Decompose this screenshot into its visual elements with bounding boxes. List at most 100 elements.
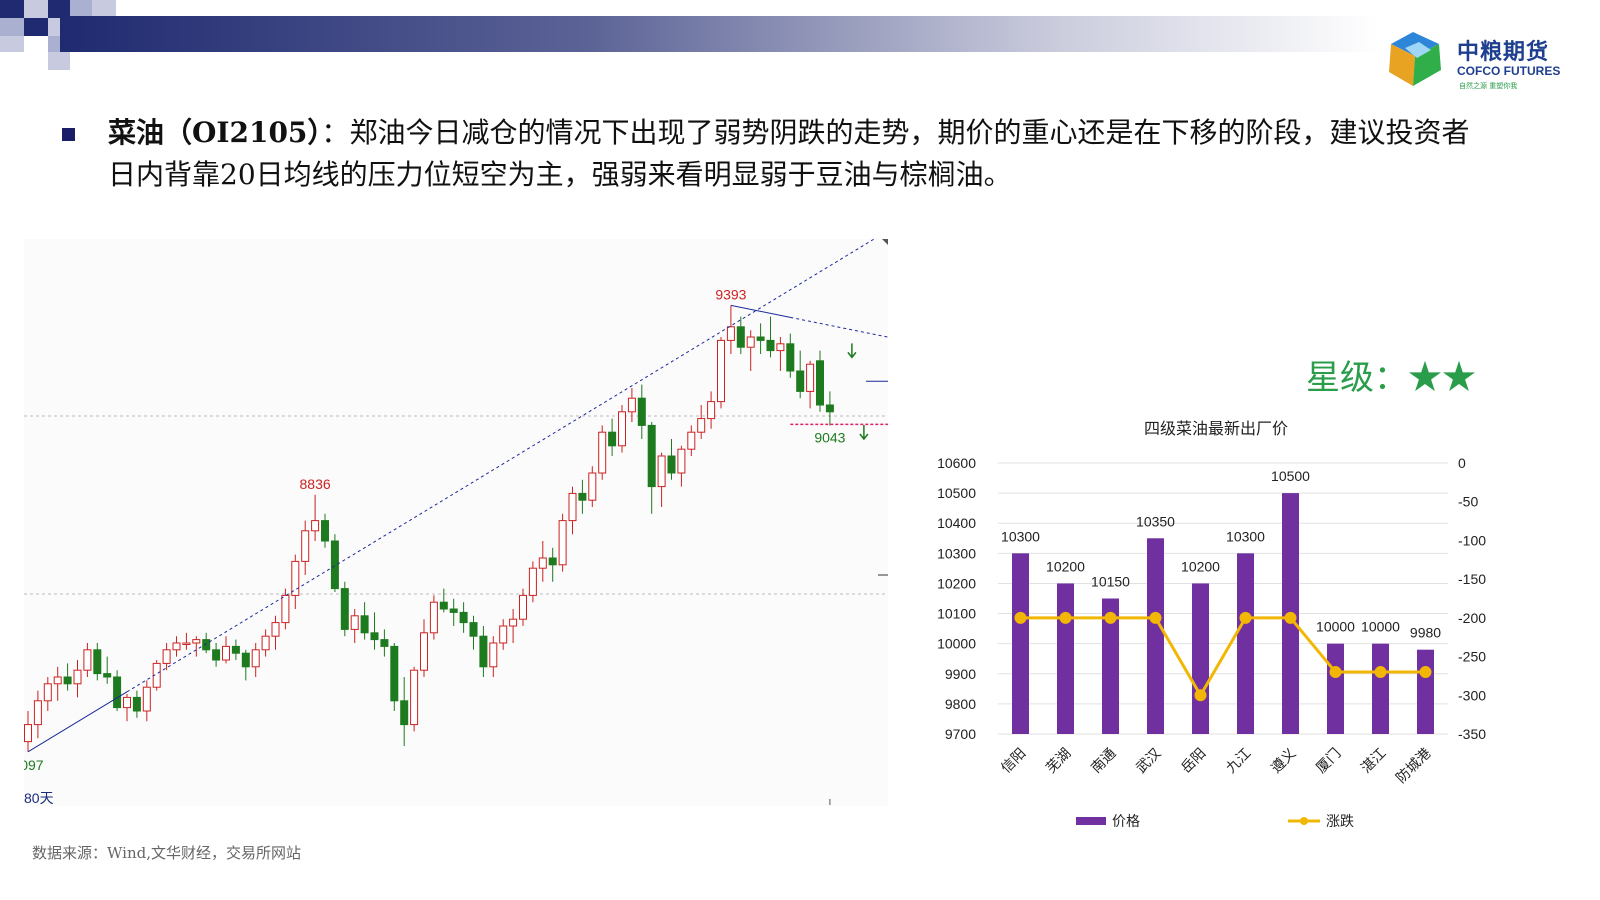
candle-body	[390, 645, 399, 702]
candle-body	[162, 649, 171, 664]
right-tick-label: -100	[1458, 532, 1486, 548]
candle-body	[756, 336, 765, 341]
left-tick-label: 10600	[937, 455, 976, 471]
candle-body	[608, 431, 617, 447]
right-tick-label: 0	[1458, 455, 1466, 471]
candle-body	[370, 632, 379, 641]
candle-body	[528, 567, 537, 596]
change-point	[1374, 666, 1387, 679]
candle-body	[459, 611, 468, 624]
candle-body	[43, 683, 52, 702]
price-bar	[1372, 643, 1389, 734]
candle-body	[182, 642, 191, 645]
candle-body	[469, 622, 478, 637]
candle-body	[677, 448, 686, 474]
candle-body	[825, 404, 834, 413]
bar-value-label: 9980	[1410, 625, 1441, 641]
candle-body	[568, 492, 577, 522]
resistance-line-dashed	[790, 316, 888, 338]
left-tick-label: 10200	[937, 575, 976, 591]
category-label: 岳阳	[1178, 746, 1209, 777]
price-bar	[1417, 649, 1434, 734]
resistance-line-solid	[730, 304, 791, 318]
logo-cube-icon	[1389, 32, 1441, 86]
change-point	[1149, 611, 1162, 624]
price-chart-legend: 价格 涨跌	[1076, 814, 1354, 830]
candle-body	[330, 540, 339, 590]
legend-line-label: 涨跌	[1326, 814, 1354, 830]
candle-body	[152, 662, 161, 688]
left-tick-label: 10100	[937, 606, 976, 622]
candle-body	[123, 696, 131, 709]
label-high-9393: 9393	[715, 286, 746, 302]
logo-tagline: 自然之源 重塑你我	[1459, 82, 1518, 90]
period-label: 80天	[24, 790, 54, 806]
bar-value-label: 10300	[1226, 528, 1265, 544]
right-tick-label: -50	[1458, 494, 1478, 510]
candle-body	[766, 339, 775, 352]
change-point	[1059, 611, 1072, 624]
bullet-square-icon	[62, 128, 75, 141]
candle-body	[202, 639, 211, 651]
candle-body	[142, 686, 151, 712]
candle-body	[410, 669, 419, 726]
candle-body	[726, 326, 735, 341]
change-line	[1020, 616, 1426, 699]
candle-body	[816, 360, 824, 406]
candle-body	[311, 520, 320, 532]
candle-body	[132, 696, 141, 712]
bar-value-label: 10500	[1271, 468, 1310, 484]
price-chart-bar-labels: 10300 10200 10150 10350 10200 10300 10500 10000…	[1001, 468, 1441, 641]
candle-body	[588, 472, 597, 501]
candle-body	[578, 492, 587, 501]
down-arrow-icon	[847, 343, 857, 359]
candle-body	[647, 424, 656, 488]
category-label: 武汉	[1133, 746, 1164, 777]
price-bar	[1327, 643, 1344, 734]
bar-value-label: 10200	[1181, 558, 1220, 574]
candle-body	[439, 601, 448, 610]
change-point	[1419, 666, 1432, 679]
right-tick-label: -350	[1458, 726, 1486, 742]
candle-body	[786, 343, 795, 372]
candle-body	[192, 639, 201, 644]
candle-body	[93, 649, 102, 675]
candle-body	[420, 632, 428, 671]
candle-body	[736, 326, 745, 348]
candle-body	[73, 669, 82, 685]
bar-value-label: 10350	[1136, 513, 1175, 529]
candle-body	[776, 343, 785, 352]
candle-body	[449, 608, 458, 613]
support-line-dashed	[126, 239, 876, 693]
candle-body	[251, 649, 260, 668]
price-bar	[1192, 583, 1209, 734]
candle-body	[657, 455, 666, 488]
category-label: 厦门	[1313, 746, 1344, 777]
candle-body	[519, 594, 527, 620]
candle-body	[717, 339, 725, 403]
bar-value-label: 10000	[1361, 619, 1400, 635]
candle-body	[499, 625, 508, 644]
candle-body	[509, 618, 518, 627]
candle-body	[24, 724, 32, 743]
price-bar	[1147, 538, 1164, 734]
candle-body	[806, 363, 815, 392]
price-chart-line	[1014, 611, 1432, 702]
right-tick-label: -300	[1458, 687, 1486, 703]
analysis-body: 郑油今日减仓的情况下出现了弱势阴跌的走势，期价的重心还是在下移的阶段，建议投资者…	[108, 116, 1470, 191]
candle-body	[103, 673, 112, 678]
change-point	[1194, 689, 1207, 702]
price-chart-title: 四级菜油最新出厂价	[1144, 419, 1288, 438]
candle-body	[83, 649, 92, 671]
left-tick-label: 10500	[937, 485, 976, 501]
candle-body	[548, 557, 557, 566]
right-tick-label: -150	[1458, 571, 1486, 587]
rating: 星级：★★	[1306, 350, 1476, 399]
category-label: 南通	[1088, 746, 1119, 777]
label-low-8097: 8097	[24, 757, 44, 773]
candle-body	[429, 601, 438, 634]
analysis-separator: ：	[321, 116, 350, 149]
candle-body	[261, 635, 270, 651]
kline-trend-lines	[27, 239, 888, 805]
candle-body	[321, 520, 329, 542]
